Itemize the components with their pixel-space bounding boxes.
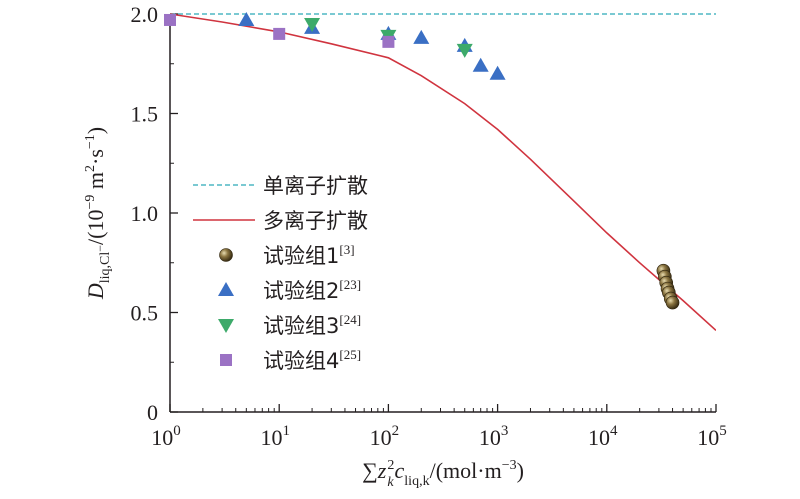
legend-name: 单离子扩散 xyxy=(263,174,368,198)
legend-swatch-test-2 xyxy=(218,282,234,296)
axis-ticks xyxy=(169,13,717,413)
legend-ref: [23] xyxy=(339,277,361,292)
legend-name: 试验组1 xyxy=(263,244,339,268)
x-title-unit-close: ) xyxy=(517,458,524,483)
legend-label-test-3: 试验组3[24] xyxy=(263,312,361,338)
legend-item-test-4: 试验组4[25] xyxy=(220,347,361,373)
y-tick-label: 1.0 xyxy=(131,201,159,226)
y-title-unit-exp2: 2 xyxy=(83,165,98,172)
legend-swatch-test-1 xyxy=(219,248,233,262)
y-title-unit-close: ) xyxy=(83,127,108,134)
legend-item-test-3: 试验组3[24] xyxy=(218,312,361,338)
series-lines xyxy=(170,13,716,331)
x-tick-label: 104 xyxy=(588,423,618,450)
legend-ref: [3] xyxy=(339,242,354,257)
legend-swatch-test-3 xyxy=(218,319,234,333)
data-point-test-1 xyxy=(665,295,680,310)
data-point-test-4 xyxy=(164,13,176,26)
y-tick-label: 0 xyxy=(147,400,158,425)
legend-ref: [25] xyxy=(339,347,361,362)
legend-item-test-2: 试验组2[23] xyxy=(218,277,361,303)
y-title-unit-exp1: −9 xyxy=(83,195,98,210)
y-title-unit-mid: m xyxy=(83,172,108,195)
x-title-unit: /(mol·m xyxy=(430,458,502,483)
x-title-z-sub: k xyxy=(387,475,394,490)
legend-name: 试验组4 xyxy=(263,349,339,373)
legend-label-single-ion: 单离子扩散 xyxy=(263,174,368,198)
data-point-test-2 xyxy=(413,29,430,44)
data-point-test-2 xyxy=(489,65,506,80)
x-title-sum: ∑ xyxy=(362,458,378,483)
x-tick-label-exp: 0 xyxy=(173,423,181,439)
x-tick-label-base: 10 xyxy=(588,425,610,450)
plot-frame xyxy=(169,14,716,413)
legend-swatch-test-4 xyxy=(220,354,232,366)
legend-item-test-1: 试验组1[3] xyxy=(219,242,355,268)
y-tick-label: 0.5 xyxy=(131,301,159,326)
x-axis-title: ∑z2 kcliq,k/(mol·m−3) xyxy=(362,458,524,490)
y-title-unit-exp3: −1 xyxy=(83,134,98,149)
x-title-z: z xyxy=(377,458,387,483)
legend-name: 多离子扩散 xyxy=(263,209,368,233)
x-tick-label-exp: 4 xyxy=(610,423,618,439)
x-tick-label-base: 10 xyxy=(151,425,173,450)
x-tick-label-base: 10 xyxy=(260,425,282,450)
data-point-test-2 xyxy=(238,11,255,26)
legend-ref: [24] xyxy=(339,312,361,327)
x-tick-label-exp: 3 xyxy=(501,423,509,439)
y-title-d: D xyxy=(83,283,108,300)
legend-label-test-2: 试验组2[23] xyxy=(263,277,361,303)
x-tick-label-exp: 5 xyxy=(719,423,727,439)
y-title-d-sub-sup: − xyxy=(93,245,107,252)
legend-label-test-1: 试验组1[3] xyxy=(263,242,355,268)
legend-label-multi-ion: 多离子扩散 xyxy=(263,209,368,233)
x-tick-label: 100 xyxy=(151,423,181,450)
y-tick-label: 1.5 xyxy=(131,102,159,127)
x-tick-label-exp: 2 xyxy=(392,423,400,439)
x-tick-label: 103 xyxy=(479,423,508,450)
legend-item-multi-ion: 多离子扩散 xyxy=(193,209,368,233)
x-tick-label-base: 10 xyxy=(479,425,501,450)
x-tick-label: 101 xyxy=(260,423,290,450)
y-tick-label: 2.0 xyxy=(131,2,159,27)
x-tick-label-base: 10 xyxy=(697,425,719,450)
y-axis-title: Dliq,Cl−/(10−9 m2·s−1) xyxy=(83,127,113,300)
data-point-test-3 xyxy=(456,43,473,58)
y-title-unit-mid2: ·s xyxy=(83,149,108,165)
series-markers xyxy=(164,11,680,310)
y-title-unit-open: /(10 xyxy=(83,210,108,245)
data-point-test-2 xyxy=(472,57,489,72)
data-point-test-3 xyxy=(304,17,321,32)
x-title-c-sub: liq,k xyxy=(404,474,429,489)
series-line-multi-ion xyxy=(170,13,716,331)
legend-name: 试验组3 xyxy=(263,314,339,338)
data-point-test-4 xyxy=(382,35,395,48)
x-tick-label: 105 xyxy=(697,423,727,450)
data-point-test-4 xyxy=(273,27,286,40)
x-title-z-sup: 2 xyxy=(387,458,394,473)
x-tick-label: 102 xyxy=(370,423,400,450)
legend-item-single-ion: 单离子扩散 xyxy=(193,174,368,198)
x-tick-label-exp: 1 xyxy=(282,423,290,439)
x-title-c: c xyxy=(395,458,405,483)
y-title-d-sub: liq,Cl xyxy=(98,252,113,284)
x-title-unit-exp: −3 xyxy=(502,458,517,473)
x-tick-label-base: 10 xyxy=(370,425,392,450)
legend-label-test-4: 试验组4[25] xyxy=(263,347,361,373)
legend-name: 试验组2 xyxy=(263,279,339,303)
